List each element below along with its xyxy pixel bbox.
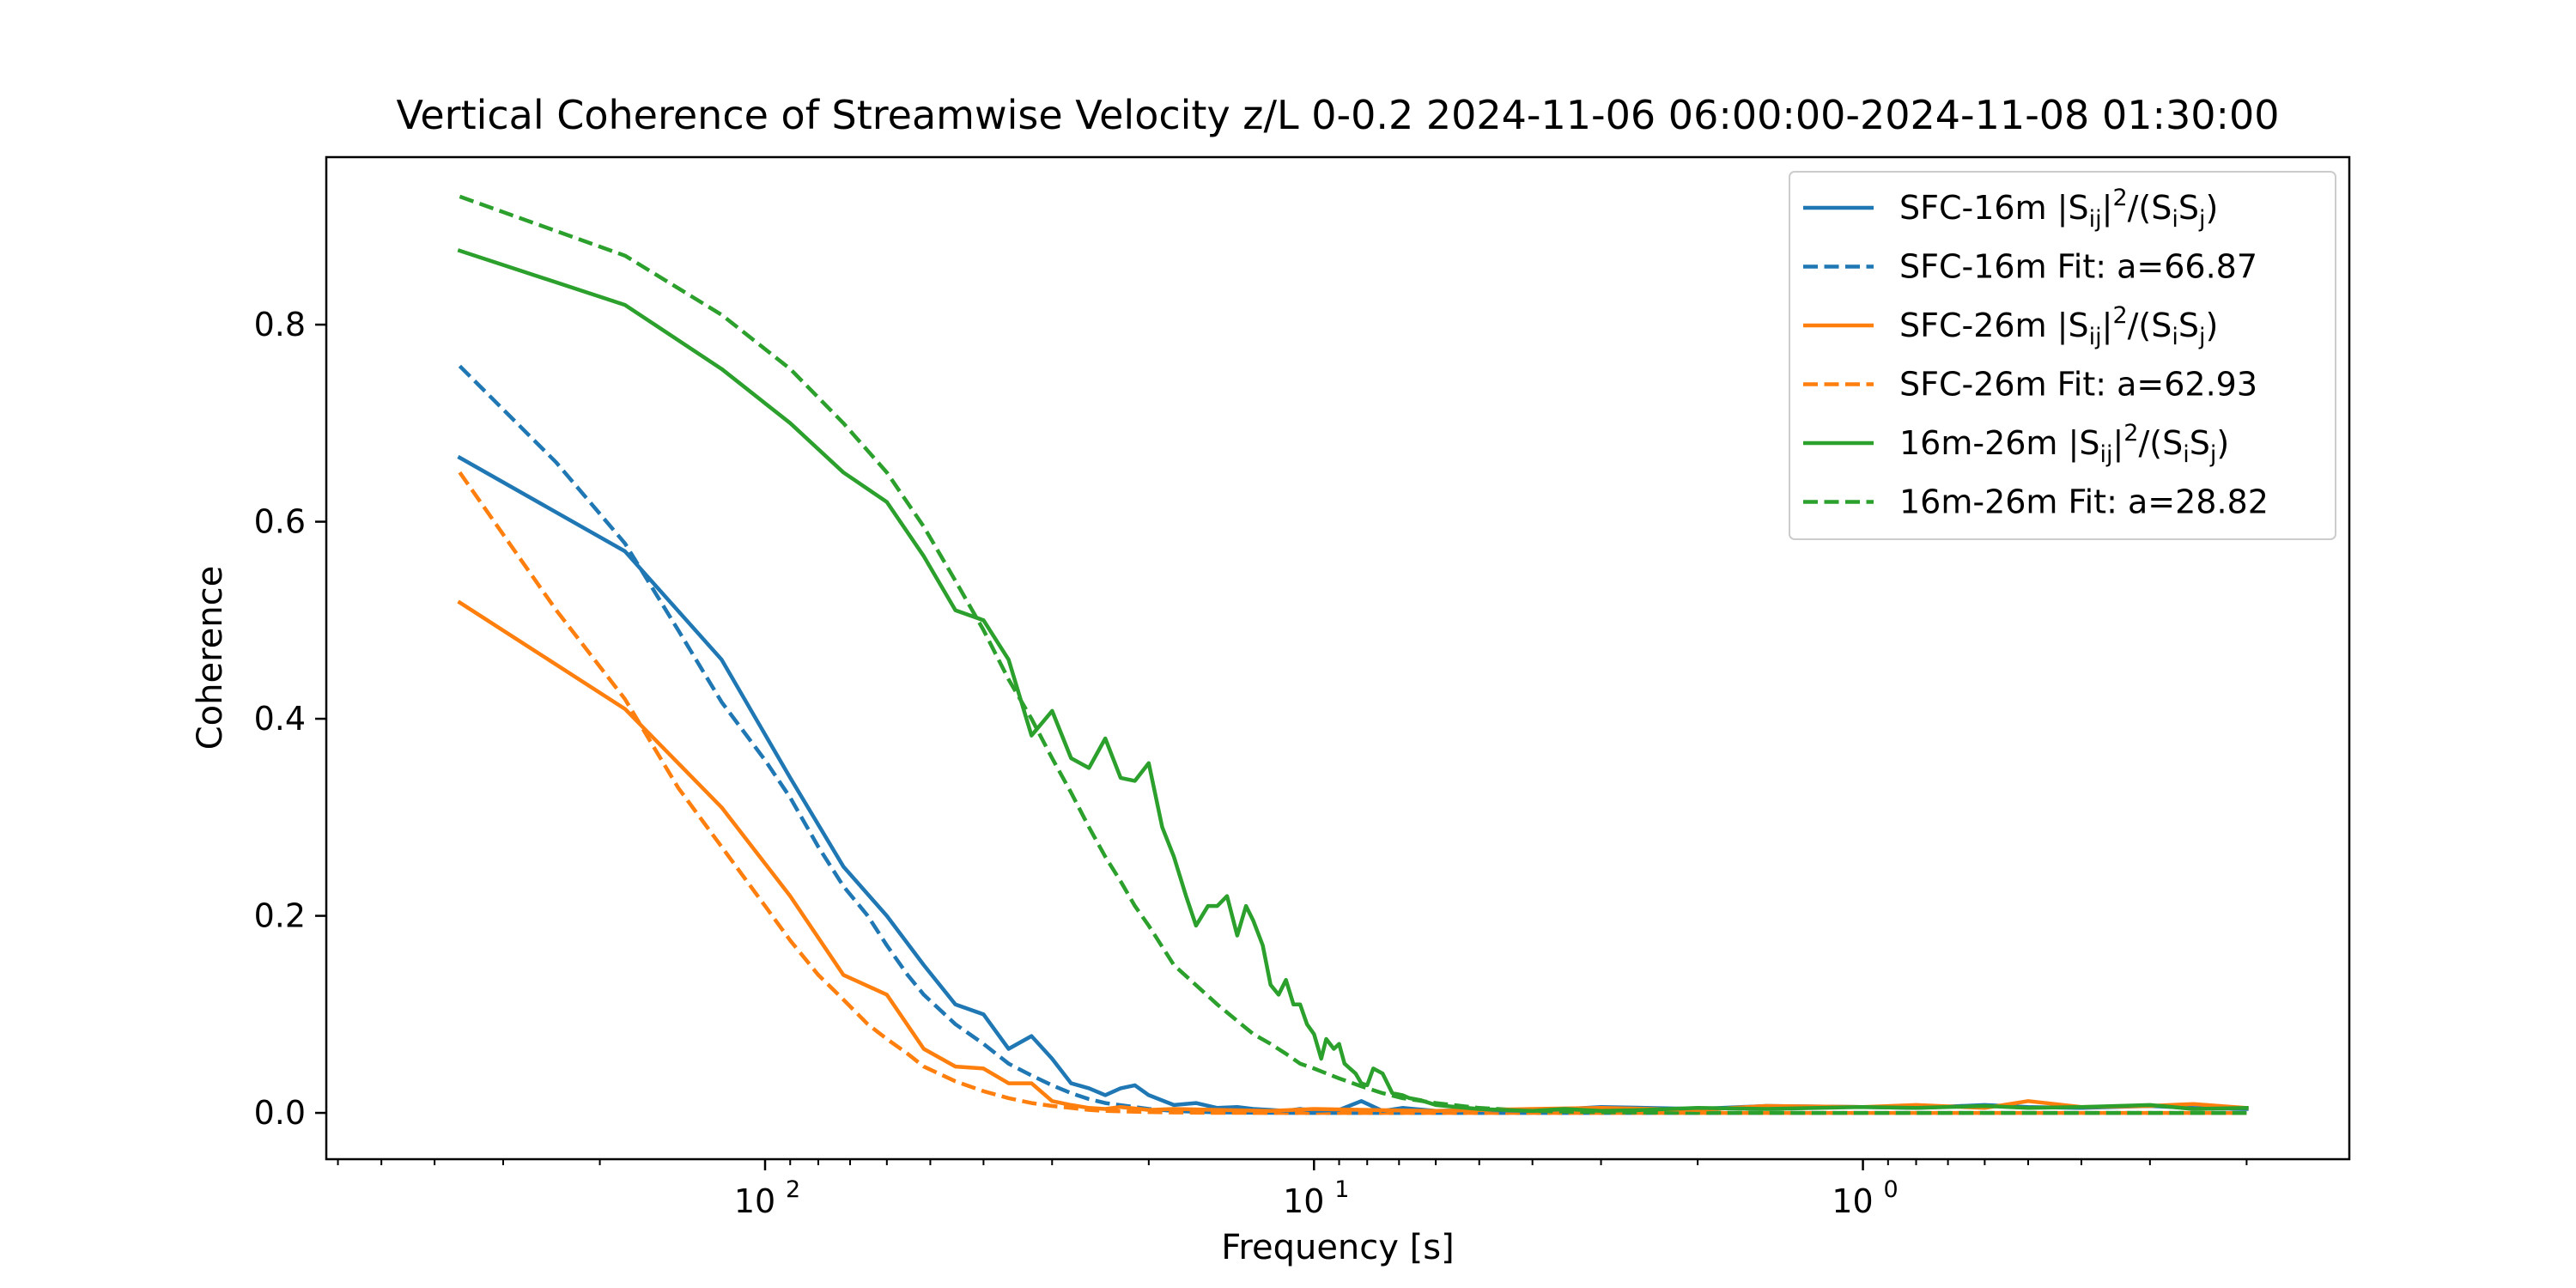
series-line-5	[457, 248, 2249, 1114]
x-tick-exponent: 0	[1884, 1176, 1899, 1203]
legend-label-6: 16m-26m Fit: a=28.82	[1899, 483, 2269, 521]
y-tick-label: 0.6	[254, 503, 306, 541]
legend-frame	[1789, 171, 2336, 540]
y-tick-label: 0.0	[254, 1094, 306, 1132]
chart-title: Vertical Coherence of Streamwise Velocit…	[396, 92, 2279, 138]
x-tick-label: 10	[1832, 1182, 1873, 1220]
legend-label-4: SFC-26m Fit: a=62.93	[1899, 366, 2257, 404]
series-line-4	[458, 471, 2247, 1115]
y-tick-label: 0.4	[254, 700, 306, 738]
x-axis-label: Frequency [s]	[1221, 1228, 1454, 1267]
x-tick-label: 10	[734, 1182, 775, 1220]
x-tick-exponent: 2	[786, 1176, 800, 1203]
legend-label-5: 16m-26m |Sij|2/(SiSj)	[1899, 420, 2229, 468]
series-line-1	[457, 454, 2249, 1114]
y-tick-label: 0.2	[254, 897, 306, 935]
legend-entries: SFC-16m |Sij|2/(SiSj) SFC-16m Fit: a=66.8…	[1803, 185, 2269, 521]
legend-label-3: SFC-26m |Sij|2/(SiSj)	[1899, 302, 2218, 350]
legend: SFC-16m |Sij|2/(SiSj) SFC-16m Fit: a=66.8…	[1789, 171, 2336, 540]
series-layer	[457, 194, 2249, 1115]
x-tick-exponent: 1	[1334, 1176, 1349, 1203]
y-axis-ticks: 0.0 0.2 0.4 0.6 0.8	[254, 306, 326, 1132]
y-tick-label: 0.8	[254, 306, 306, 343]
y-axis-label: Coherence	[191, 566, 230, 750]
x-axis-ticks: 10 2 10 1 10 0	[337, 1159, 2248, 1220]
legend-label-1: SFC-16m |Sij|2/(SiSj)	[1899, 185, 2218, 233]
legend-label-2: SFC-16m Fit: a=66.87	[1899, 248, 2257, 286]
plot-frame	[325, 155, 2351, 1161]
x-tick-label: 10	[1283, 1182, 1324, 1220]
